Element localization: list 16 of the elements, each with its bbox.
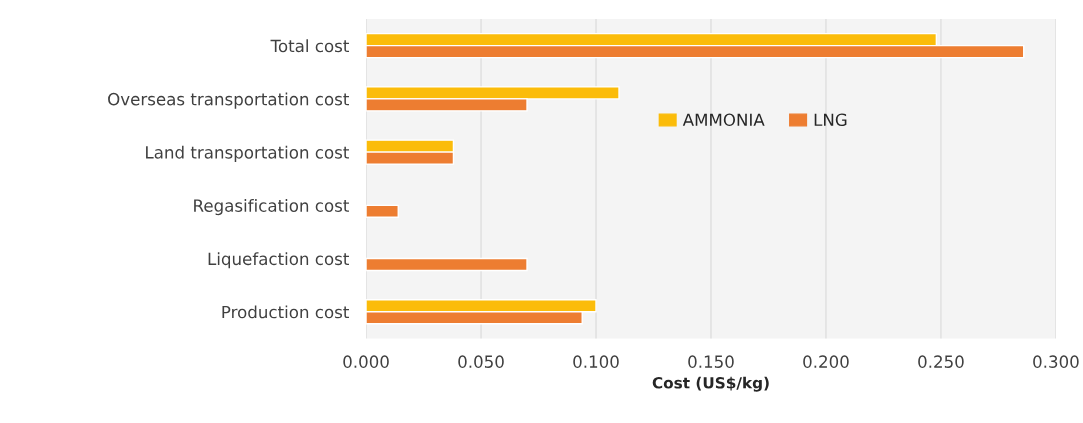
y-tick-label: Liquefaction cost [208,252,349,269]
y-tick-label: Total cost [270,39,349,53]
y-tick-label: Production cost [222,305,349,319]
x-tick-label: 0.100 [573,355,619,368]
y-tick-label: Overseas transportation cost [108,92,349,109]
x-tick-label: 0.150 [688,355,734,368]
x-tick-label: 0.250 [918,355,964,368]
legend-label: LNG [814,113,847,127]
x-tick-label: 0.300 [1033,355,1079,368]
y-tick-label: Regasification cost [194,199,349,216]
x-tick-label: 0.000 [343,355,389,368]
x-tick-label: 0.050 [458,355,504,368]
x-axis-title: Cost (US$/kg) [652,376,769,392]
legend-label: AMMONIA [682,113,765,127]
y-tick-label: Land transportation cost [146,145,349,162]
x-tick-label: 0.200 [803,355,849,368]
